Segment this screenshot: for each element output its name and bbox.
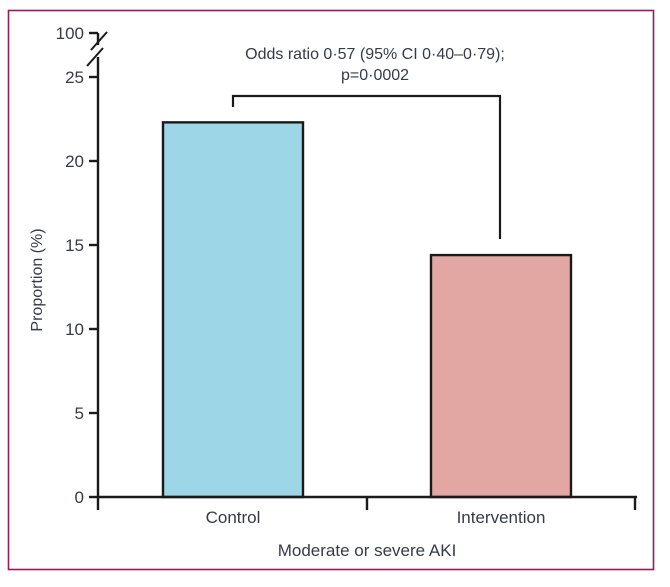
y-tick-label: 100 <box>56 24 84 43</box>
x-axis <box>96 495 637 510</box>
annotation-line1: Odds ratio 0·57 (95% CI 0·40–0·79); <box>245 46 505 63</box>
x-axis-ticks <box>96 497 637 510</box>
y-tick-label: 25 <box>65 68 84 87</box>
y-axis: 0 5 10 15 20 25 100 <box>56 24 108 507</box>
x-axis-title: Moderate or severe AKI <box>278 541 457 560</box>
y-tick-label: 15 <box>65 236 84 255</box>
x-category-label-intervention: Intervention <box>457 508 546 527</box>
figure-border <box>7 9 655 571</box>
y-axis-ticks: 0 5 10 15 20 25 100 <box>56 24 98 507</box>
bar-control <box>161 121 305 499</box>
axis-break-icon <box>86 31 108 67</box>
bars <box>161 121 573 499</box>
bar-intervention <box>429 253 573 499</box>
y-axis-title: Proportion (%) <box>29 228 46 331</box>
x-category-label-control: Control <box>206 508 261 527</box>
y-tick-label: 0 <box>75 488 84 507</box>
y-tick-label: 10 <box>65 320 84 339</box>
y-tick-label: 20 <box>65 152 84 171</box>
significance-bracket <box>231 94 502 239</box>
y-tick-label: 5 <box>75 404 84 423</box>
annotation-line2: p=0·0002 <box>341 67 409 84</box>
